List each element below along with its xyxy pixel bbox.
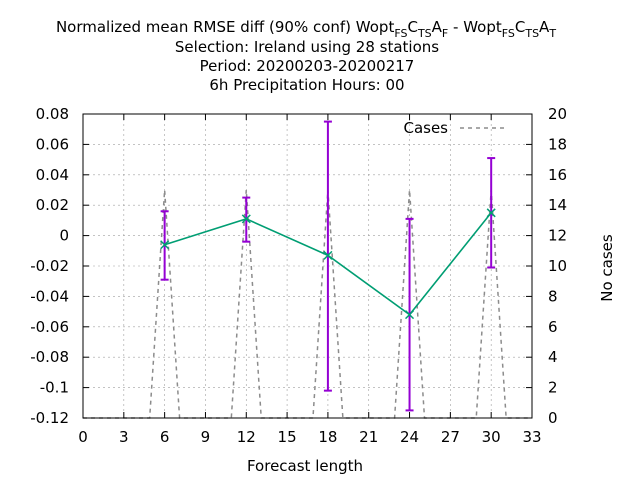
data-point [323,250,333,260]
title-line-1: Normalized mean RMSE diff (90% conf) Wop… [56,18,556,40]
y2-tick-label: 20 [548,105,567,123]
data-point-marker [323,250,333,260]
x-tick-label: 30 [482,428,501,446]
x-tick-label: 12 [237,428,256,446]
chart-title: Normalized mean RMSE diff (90% conf) Wop… [56,18,556,94]
y2-tick-label: 12 [548,227,567,245]
title-line-2: Selection: Ireland using 28 stations [175,38,439,56]
data-point-marker [486,208,496,218]
x-tick-label: 0 [78,428,88,446]
x-tick-label: 3 [119,428,129,446]
y-tick-label: 0.06 [36,135,69,153]
legend: Cases [403,119,506,137]
cases-series [83,189,532,419]
data-point [405,310,415,320]
rmse-series [160,120,496,412]
y2-tick-label: 18 [548,135,567,153]
data-point [486,208,496,218]
y-tick-label: 0 [59,227,69,245]
x-tick-label: 9 [201,428,211,446]
y-tick-label: -0.02 [30,257,69,275]
y-tick-label: -0.04 [30,287,69,305]
y-tick-label: -0.06 [30,318,69,336]
cases-line [83,189,532,419]
x-tick-label: 21 [359,428,378,446]
x-axis-label: Forecast length [247,457,363,475]
y2-tick-label: 4 [548,348,558,366]
data-point-marker [405,310,415,320]
data-point [160,240,170,250]
y2-tick-label: 8 [548,287,558,305]
x-tick-label: 18 [318,428,337,446]
y-tick-label: -0.08 [30,348,69,366]
data-point [241,214,251,224]
x-tick-label: 27 [441,428,460,446]
x-tick-label: 33 [522,428,541,446]
y2-tick-label: 0 [548,409,558,427]
title-line-4: 6h Precipitation Hours: 00 [209,76,404,94]
y2-tick-label: 16 [548,166,567,184]
x-tick-label: 6 [160,428,170,446]
legend-cases-label: Cases [403,119,448,137]
y2-tick-label: 6 [548,318,558,336]
y2-tick-label: 10 [548,257,567,275]
x-tick-label: 15 [278,428,297,446]
axis-ticks: 0 3 6 9 12 15 18 21 24 27 30 33-0.12-0.1-0.08-0.06-… [30,105,567,446]
y-tick-label: 0.04 [36,166,69,184]
grid [83,114,532,418]
data-point-marker [160,240,170,250]
y-tick-label: 0.02 [36,196,69,214]
y-tick-label: 0.08 [36,105,69,123]
y2-axis-label: No cases [598,234,616,302]
data-point-marker [241,214,251,224]
x-tick-label: 24 [400,428,419,446]
y2-tick-label: 2 [548,379,558,397]
y2-tick-label: 14 [548,196,567,214]
y-tick-label: -0.1 [40,379,69,397]
title-line-3: Period: 20200203-20200217 [200,57,415,75]
y-tick-label: -0.12 [30,409,69,427]
